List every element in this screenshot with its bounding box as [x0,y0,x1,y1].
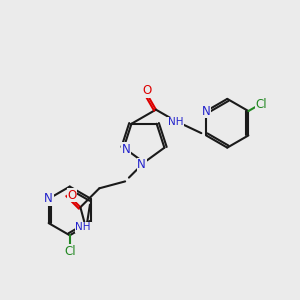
Text: N: N [202,105,211,118]
Text: Cl: Cl [64,245,76,258]
Text: Cl: Cl [256,98,267,111]
Text: N: N [122,143,130,156]
Text: O: O [67,189,76,202]
Text: N: N [137,158,146,171]
Text: NH: NH [75,222,91,232]
Text: O: O [142,84,152,97]
Text: NH: NH [168,117,184,127]
Text: N: N [44,192,53,205]
